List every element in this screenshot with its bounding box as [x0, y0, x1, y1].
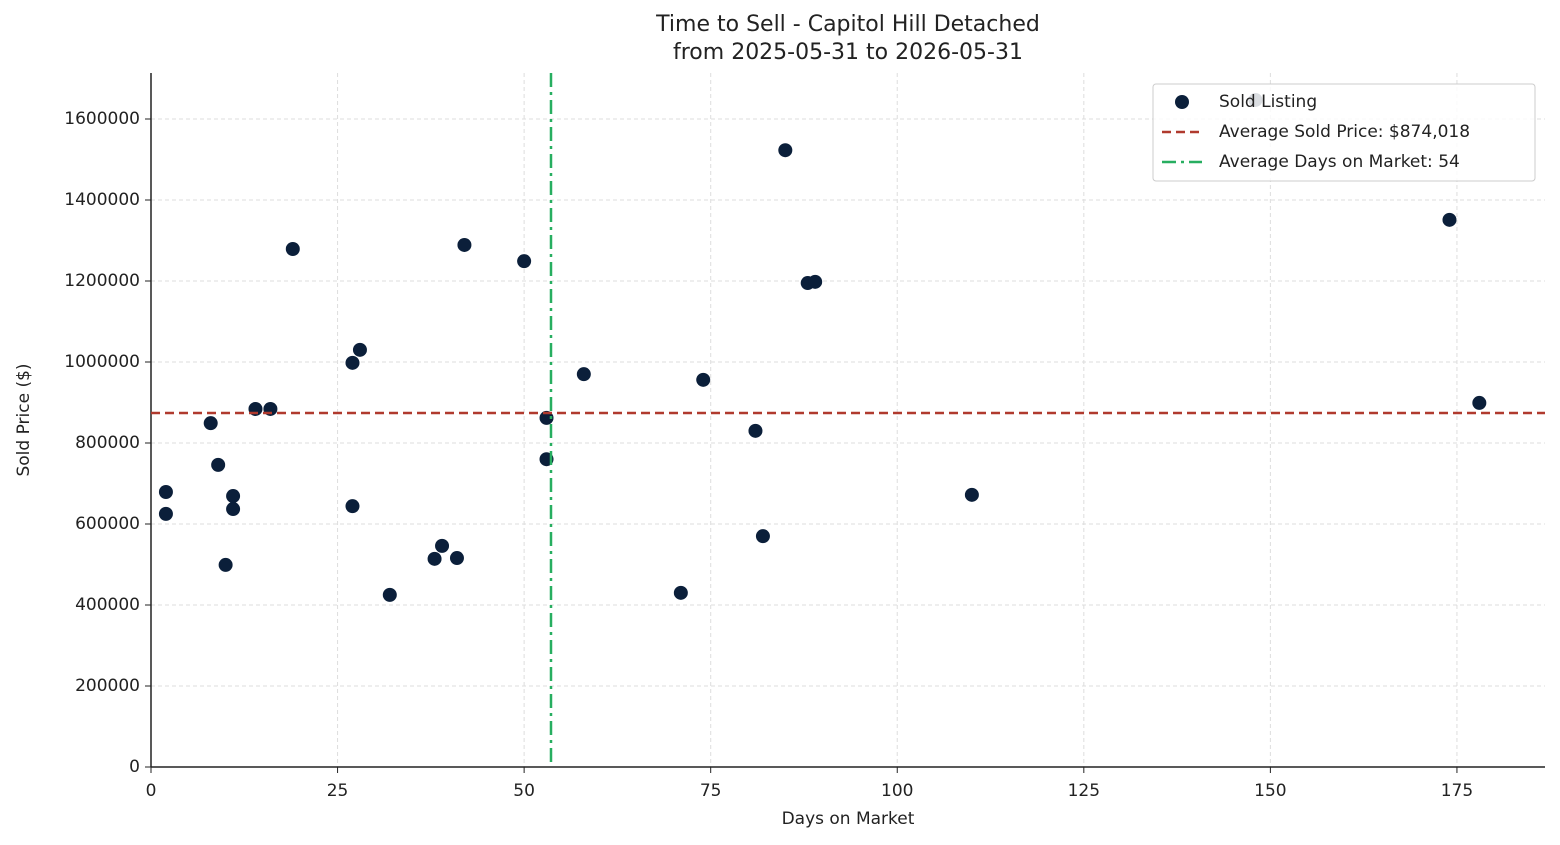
- point: [218, 557, 233, 572]
- legend-label: Sold Listing: [1219, 92, 1317, 112]
- point: [158, 485, 173, 500]
- point: [345, 499, 360, 514]
- point: [382, 587, 397, 602]
- point: [808, 274, 823, 289]
- legend-label: Average Sold Price: $874,018: [1219, 122, 1470, 142]
- point: [285, 242, 300, 257]
- x-tick-label: 50: [513, 781, 535, 801]
- point: [226, 489, 241, 504]
- point: [203, 416, 218, 431]
- x-tick-label: 75: [700, 781, 722, 801]
- y-tick-label: 800000: [75, 433, 140, 453]
- point: [517, 254, 532, 269]
- point: [427, 551, 442, 566]
- x-tick-label: 150: [1254, 781, 1286, 801]
- point: [352, 342, 367, 357]
- point: [755, 529, 770, 544]
- point: [345, 355, 360, 370]
- legend-box: [1152, 83, 1536, 182]
- point: [435, 538, 450, 553]
- point: [449, 551, 464, 566]
- x-axis-label: Days on Market: [782, 809, 915, 829]
- y-tick-label: 1400000: [64, 190, 140, 210]
- y-tick-label: 1600000: [64, 109, 140, 129]
- point: [158, 506, 173, 521]
- point: [748, 423, 763, 438]
- point: [1472, 395, 1487, 410]
- point: [1442, 212, 1457, 227]
- x-tick-label: 175: [1441, 781, 1473, 801]
- point: [673, 585, 688, 600]
- point: [457, 237, 472, 252]
- point: [964, 487, 979, 502]
- chart-subtitle: from 2025-05-31 to 2026-05-31: [673, 40, 1023, 65]
- y-tick-label: 1200000: [64, 271, 140, 291]
- y-tick-label: 1000000: [64, 352, 140, 372]
- x-tick-label: 25: [327, 781, 349, 801]
- legend-marker: [1175, 95, 1189, 109]
- point: [539, 410, 554, 425]
- point: [226, 502, 241, 517]
- y-axis-label: Sold Price ($): [14, 363, 34, 476]
- legend: Sold Listing Average Sold Price: $874,018…: [1152, 83, 1536, 182]
- legend-label: Average Days on Market: 54: [1219, 152, 1460, 172]
- point: [576, 367, 591, 382]
- point: [211, 457, 226, 472]
- y-tick-label: 0: [129, 757, 140, 777]
- y-tick-label: 600000: [75, 514, 140, 534]
- point: [696, 372, 711, 387]
- chart-title: Time to Sell - Capitol Hill Detached: [655, 12, 1040, 37]
- y-tick-label: 200000: [75, 676, 140, 696]
- point: [778, 143, 793, 158]
- x-tick-label: 100: [881, 781, 913, 801]
- x-tick-label: 0: [146, 781, 157, 801]
- y-tick-label: 400000: [75, 595, 140, 615]
- x-tick-label: 125: [1068, 781, 1100, 801]
